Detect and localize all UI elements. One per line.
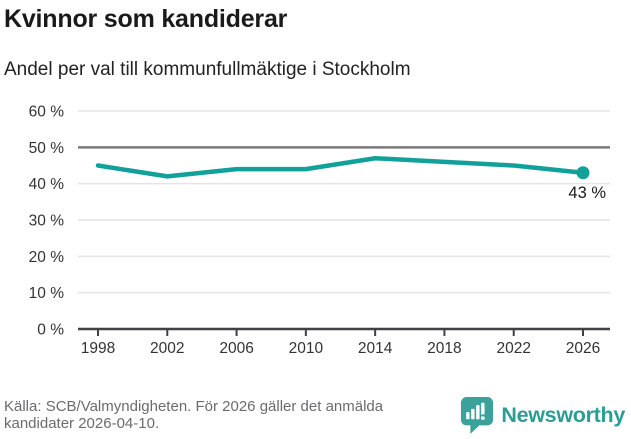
- y-tick-label: 20 %: [29, 249, 65, 266]
- end-value-label: 43 %: [568, 184, 606, 202]
- chart-footer: Källa: SCB/Valmyndigheten. För 2026 gäll…: [0, 395, 631, 439]
- bar-1: [466, 412, 470, 420]
- y-tick-label: 40 %: [29, 176, 65, 193]
- y-tick-label: 10 %: [29, 285, 65, 302]
- y-tick-label: 30 %: [29, 213, 65, 230]
- x-tick-label: 2018: [427, 340, 461, 357]
- x-tick-label: 2002: [150, 340, 184, 357]
- exclamation-stem: [481, 402, 485, 415]
- y-tick-label: 50 %: [29, 140, 65, 157]
- bar-2: [471, 408, 475, 420]
- x-tick-label: 1998: [81, 340, 115, 357]
- x-tick-label: 2022: [496, 340, 530, 357]
- source-note: Källa: SCB/Valmyndigheten. För 2026 gäll…: [4, 398, 384, 432]
- y-tick-label: 0 %: [37, 322, 64, 339]
- end-point-marker: [576, 166, 590, 180]
- x-tick-label: 2010: [289, 340, 324, 357]
- data-line: [95, 155, 586, 179]
- newsworthy-logo: Newsworthy: [460, 396, 625, 434]
- bar-3: [476, 405, 480, 420]
- exclamation-dot: [481, 416, 485, 420]
- x-tick-label: 2006: [219, 340, 253, 357]
- chart-subtitle: Andel per val till kommunfullmäktige i S…: [4, 59, 411, 80]
- chart-title: Kvinnor som kandiderar: [4, 5, 288, 33]
- y-tick-label: 60 %: [29, 104, 65, 121]
- x-tick-label: 2026: [566, 340, 600, 357]
- x-tick-label: 2014: [358, 340, 393, 357]
- newsworthy-icon: [461, 397, 494, 434]
- newsworthy-wordmark: Newsworthy: [501, 402, 625, 427]
